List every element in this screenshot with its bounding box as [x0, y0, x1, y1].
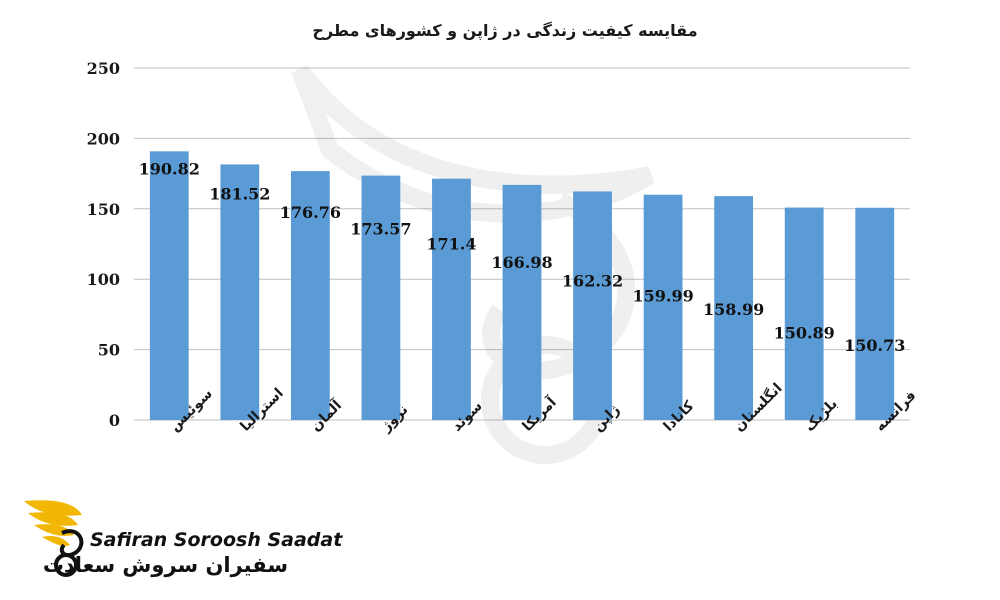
data-label: 171.4 — [426, 235, 476, 254]
data-label: 190.82 — [139, 159, 200, 178]
data-labels: 190.82 181.52 176.76 173.57 171.4 166.98 162.3… — [139, 159, 906, 354]
y-axis-ticks: 0 50 100 150 200 250 — [87, 59, 120, 430]
wing-feather — [42, 536, 70, 546]
data-label: 176.76 — [280, 203, 341, 222]
chart-title: مقایسه کیفیت زندگی در ژاپن و کشورهای مطر… — [312, 21, 697, 41]
y-tick-label: 50 — [98, 341, 120, 360]
bar — [432, 178, 471, 420]
data-label: 159.99 — [632, 287, 693, 306]
y-tick-label: 0 — [109, 411, 120, 430]
bar — [643, 194, 683, 420]
y-tick-label: 200 — [87, 129, 120, 148]
data-label: 150.73 — [844, 336, 905, 355]
bar — [361, 175, 401, 420]
wing-feather — [28, 512, 78, 526]
data-label: 162.32 — [562, 271, 623, 290]
phoenix-icon — [24, 500, 84, 577]
bars — [149, 151, 895, 420]
bar — [220, 164, 260, 420]
data-label: 181.52 — [209, 184, 270, 203]
data-label: 158.99 — [703, 300, 764, 319]
bar — [784, 207, 824, 420]
wing-feather — [24, 500, 82, 516]
brand-name-english: Safiran Soroosh Saadat — [90, 529, 343, 551]
bar — [149, 151, 189, 420]
y-tick-label: 100 — [87, 270, 120, 289]
data-label: 166.98 — [491, 253, 552, 272]
bar — [714, 196, 754, 420]
y-tick-label: 250 — [87, 59, 120, 78]
brand-name-persian: سفیران سروش سعادت — [42, 553, 288, 577]
data-label: 173.57 — [350, 220, 411, 239]
bar — [573, 191, 612, 420]
y-tick-label: 150 — [87, 200, 120, 219]
data-label: 150.89 — [774, 324, 835, 343]
company-logo: Safiran Soroosh Saadat سفیران سروش سعادت — [20, 495, 342, 585]
bar — [855, 207, 895, 420]
bar — [290, 171, 330, 420]
bar — [502, 184, 542, 420]
